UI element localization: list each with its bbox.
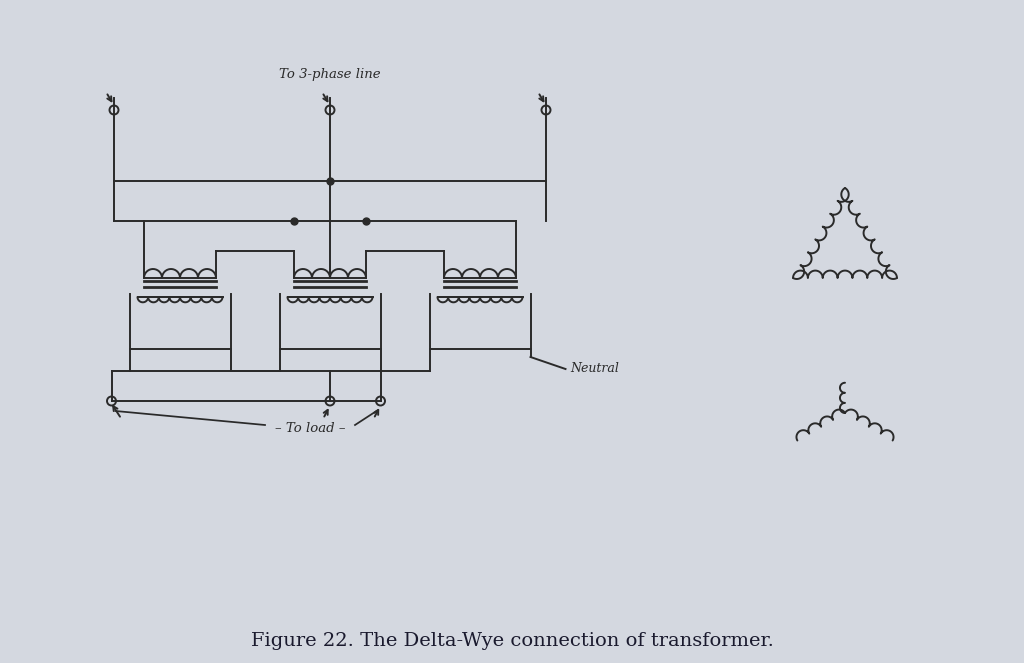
Text: – To load –: – To load – [274,422,345,436]
Text: To 3-phase line: To 3-phase line [280,68,381,81]
Text: Figure 22. The Delta-Wye connection of transformer.: Figure 22. The Delta-Wye connection of t… [251,632,773,650]
Text: Neutral: Neutral [570,361,620,375]
